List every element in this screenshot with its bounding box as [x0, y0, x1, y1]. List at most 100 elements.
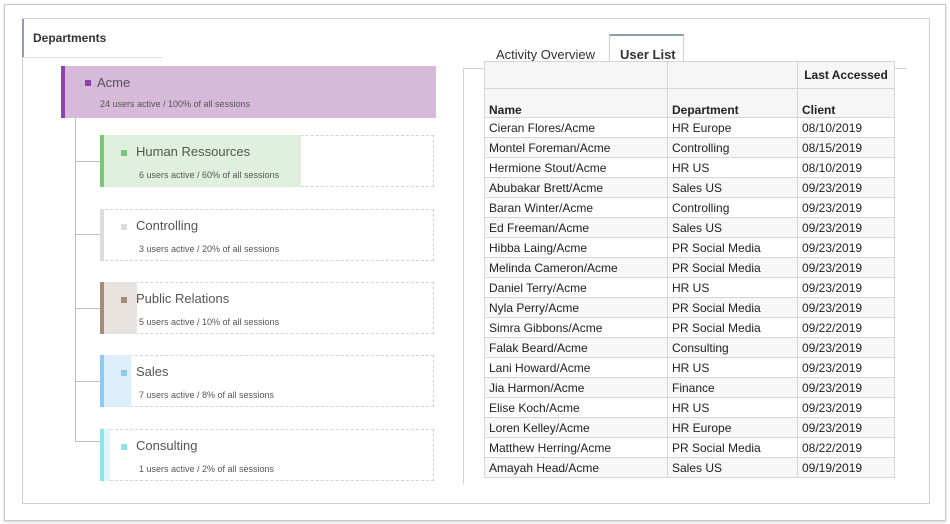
header-name[interactable]: Name [484, 88, 668, 118]
table-row[interactable]: Elise Koch/Acme HR US 09/23/2019 [484, 397, 895, 418]
table-header-row: Last Accessed [484, 61, 895, 89]
user-client: 08/22/2019 [797, 437, 895, 458]
node-stat: 7 users active / 8% of all sessions [139, 390, 275, 400]
panel-accent [22, 19, 24, 57]
user-department: HR US [667, 357, 798, 378]
user-department: PR Social Media [667, 257, 798, 278]
tree-connector-vertical [75, 117, 76, 441]
user-name: Melinda Cameron/Acme [484, 257, 668, 278]
user-department: Controlling [667, 197, 798, 218]
node-name: Controlling [136, 218, 199, 233]
tree-connector [75, 308, 100, 309]
user-name: Baran Winter/Acme [484, 197, 668, 218]
square-bullet-icon [85, 80, 91, 86]
user-department: PR Social Media [667, 437, 798, 458]
node-share-fill [104, 429, 110, 481]
node-name: Human Ressources [136, 144, 251, 159]
table-row[interactable]: Daniel Terry/Acme HR US 09/23/2019 [484, 277, 895, 298]
square-bullet-icon [121, 370, 127, 376]
user-name: Hermione Stout/Acme [484, 157, 668, 178]
tree-node-consulting[interactable]: Consulting 1 users active / 2% of all se… [100, 429, 434, 481]
user-list-table: Last Accessed Name Department Client Cie… [484, 61, 895, 478]
user-client: 09/23/2019 [797, 257, 895, 278]
tab-content-border [463, 68, 464, 484]
tree-node-controlling[interactable]: Controlling 3 users active / 20% of all … [100, 209, 434, 261]
user-client: 09/23/2019 [797, 377, 895, 398]
table-row[interactable]: Amayah Head/Acme Sales US 09/19/2019 [484, 457, 895, 478]
node-stat: 24 users active / 100% of all sessions [100, 99, 251, 109]
header-blank [667, 61, 798, 89]
user-name: Abubakar Brett/Acme [484, 177, 668, 198]
node-share-fill [104, 355, 131, 407]
user-name: Ed Freeman/Acme [484, 217, 668, 238]
table-row[interactable]: Jia Harmon/Acme Finance 09/23/2019 [484, 377, 895, 398]
node-color-bar [100, 209, 104, 261]
user-department: HR US [667, 277, 798, 298]
tree-node-human-ressources[interactable]: Human Ressources 6 users active / 60% of… [100, 135, 434, 187]
table-row[interactable]: Falak Beard/Acme Consulting 09/23/2019 [484, 337, 895, 358]
header-last-accessed[interactable]: Last Accessed [797, 61, 895, 89]
table-row[interactable]: Nyla Perry/Acme PR Social Media 09/23/2019 [484, 297, 895, 318]
user-department: Finance [667, 377, 798, 398]
table-row[interactable]: Baran Winter/Acme Controlling 09/23/2019 [484, 197, 895, 218]
tree-node-public-relations[interactable]: Public Relations 5 users active / 10% of… [100, 282, 434, 334]
node-stat: 6 users active / 60% of all sessions [139, 170, 280, 180]
tree-connector [75, 381, 100, 382]
user-department: Consulting [667, 337, 798, 358]
user-name: Hibba Laing/Acme [484, 237, 668, 258]
node-color-bar [100, 282, 104, 334]
user-client: 09/23/2019 [797, 337, 895, 358]
user-client: 09/23/2019 [797, 357, 895, 378]
square-bullet-icon [121, 150, 127, 156]
user-name: Cieran Flores/Acme [484, 117, 668, 138]
table-row[interactable]: Cieran Flores/Acme HR Europe 08/10/2019 [484, 117, 895, 138]
user-name: Montel Foreman/Acme [484, 137, 668, 158]
user-department: PR Social Media [667, 237, 798, 258]
table-row[interactable]: Lani Howard/Acme HR US 09/23/2019 [484, 357, 895, 378]
node-share-fill [104, 282, 137, 334]
user-department: Controlling [667, 137, 798, 158]
user-department: PR Social Media [667, 317, 798, 338]
tab-activity-overview[interactable]: Activity Overview [496, 47, 595, 62]
user-department: HR Europe [667, 417, 798, 438]
user-client: 09/23/2019 [797, 397, 895, 418]
node-stat: 1 users active / 2% of all sessions [139, 464, 275, 474]
user-name: Jia Harmon/Acme [484, 377, 668, 398]
user-client: 09/19/2019 [797, 457, 895, 478]
tree-node-sales[interactable]: Sales 7 users active / 8% of all session… [100, 355, 434, 407]
table-row[interactable]: Melinda Cameron/Acme PR Social Media 09/23… [484, 257, 895, 278]
header-department[interactable]: Department [667, 88, 798, 118]
table-row[interactable]: Hermione Stout/Acme HR US 08/10/2019 [484, 157, 895, 178]
user-name: Amayah Head/Acme [484, 457, 668, 478]
table-row[interactable]: Abubakar Brett/Acme Sales US 09/23/2019 [484, 177, 895, 198]
node-color-bar [100, 429, 104, 481]
user-client: 09/23/2019 [797, 417, 895, 438]
user-client: 08/15/2019 [797, 137, 895, 158]
node-name: Consulting [136, 438, 198, 453]
header-client[interactable]: Client [797, 88, 895, 118]
user-client: 09/23/2019 [797, 237, 895, 258]
user-department: Sales US [667, 177, 798, 198]
user-department: Sales US [667, 457, 798, 478]
square-bullet-icon [121, 297, 127, 303]
table-row[interactable]: Matthew Herring/Acme PR Social Media 08/22… [484, 437, 895, 458]
tree-connector [75, 161, 100, 162]
tree-connector [75, 234, 100, 235]
user-department: HR Europe [667, 117, 798, 138]
table-row[interactable]: Ed Freeman/Acme Sales US 09/23/2019 [484, 217, 895, 238]
user-client: 08/10/2019 [797, 117, 895, 138]
tree-node-acme[interactable]: Acme 24 users active / 100% of all sessi… [61, 66, 436, 118]
user-client: 09/23/2019 [797, 197, 895, 218]
table-header-row: Name Department Client [484, 88, 895, 118]
user-name: Lani Howard/Acme [484, 357, 668, 378]
table-row[interactable]: Loren Kelley/Acme HR Europe 09/23/2019 [484, 417, 895, 438]
table-row[interactable]: Hibba Laing/Acme PR Social Media 09/23/201… [484, 237, 895, 258]
header-blank [484, 61, 668, 89]
tree-connector [75, 441, 100, 442]
node-name: Acme [97, 75, 131, 90]
user-name: Elise Koch/Acme [484, 397, 668, 418]
table-row[interactable]: Simra Gibbons/Acme PR Social Media 09/22/2… [484, 317, 895, 338]
user-client: 09/23/2019 [797, 217, 895, 238]
user-name: Simra Gibbons/Acme [484, 317, 668, 338]
table-row[interactable]: Montel Foreman/Acme Controlling 08/15/2019 [484, 137, 895, 158]
